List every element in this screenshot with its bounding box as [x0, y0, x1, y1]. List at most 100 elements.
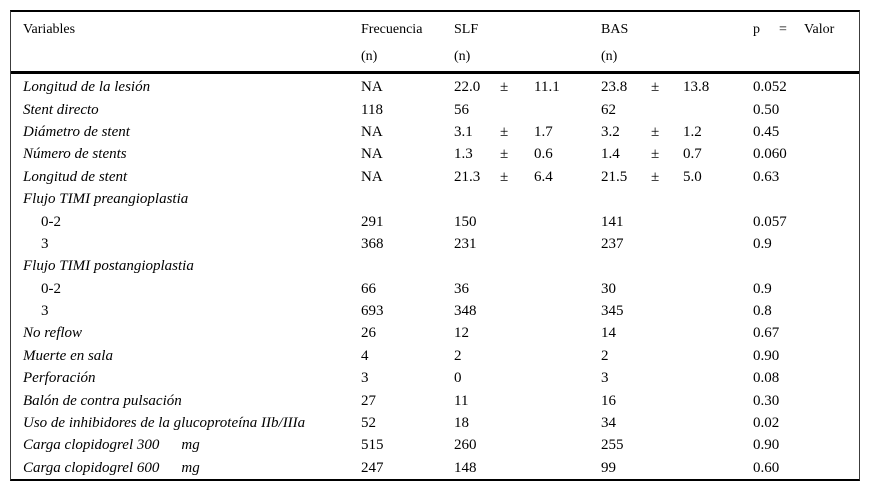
variable-label: Flujo TIMI postangioplastia	[23, 258, 194, 275]
bas-cell: 16	[601, 392, 753, 410]
variable-label: Perforación	[23, 370, 96, 387]
plus-minus-sign: ±	[651, 146, 660, 163]
slf-mean: 11	[454, 392, 469, 409]
slf-sd: 6.4	[534, 168, 553, 185]
variable-label: 3	[41, 235, 49, 252]
bas-mean: 141	[601, 213, 624, 230]
frecuencia-cell: 291	[361, 213, 384, 230]
plus-minus-sign: ±	[500, 123, 509, 140]
header-pvalue-label: p = Valor	[753, 21, 859, 38]
bas-cell: 21.5 ±5.0	[601, 168, 753, 186]
table-row: Flujo TIMI preangioplastia	[23, 188, 859, 210]
slf-cell: 22.0 ±11.1	[454, 78, 601, 96]
slf-sd: 0.6	[534, 146, 553, 163]
slf-mean: 22.0	[454, 79, 481, 96]
slf-cell	[454, 190, 601, 208]
bas-cell: 3.2 ±1.2	[601, 123, 753, 141]
variable-cell: Balón de contra pulsación	[23, 392, 361, 410]
header-equals: =	[779, 22, 787, 37]
header-col-pvalue: p = Valor	[753, 21, 859, 71]
variable-cell: 3	[23, 235, 361, 253]
p-value-cell: 0.60	[753, 459, 780, 476]
header-variables-label: Variables	[23, 22, 76, 37]
bas-cell: 3	[601, 369, 753, 387]
variable-label: Balón de contra pulsación	[23, 392, 182, 409]
variable-label: Stent directo	[23, 101, 99, 118]
variable-cell: Número de stents	[23, 145, 361, 163]
p-value-cell: 0.63	[753, 168, 780, 185]
variable-label: Longitud de la lesión	[23, 79, 151, 96]
plus-minus-sign: ±	[500, 168, 509, 185]
bas-cell: 62	[601, 101, 753, 119]
slf-cell: 2	[454, 347, 601, 365]
header-valor: Valor	[804, 22, 835, 37]
table-body: Longitud de la lesión NA 22.0 ±11.1 23.8 ±…	[11, 74, 859, 479]
p-value-cell: 0.9	[753, 280, 772, 297]
bas-cell	[601, 257, 753, 275]
bas-sd: 0.7	[683, 146, 702, 163]
frecuencia-cell: NA	[361, 79, 383, 96]
bas-mean: 3	[601, 370, 609, 387]
p-value-cell: 0.90	[753, 347, 780, 364]
header-col-slf: SLF (n)	[454, 21, 601, 71]
bas-mean: 237	[601, 235, 624, 252]
variable-label: 3	[41, 303, 49, 320]
slf-cell: 12	[454, 324, 601, 342]
slf-sd: 1.7	[534, 123, 553, 140]
bas-cell: 30	[601, 280, 753, 298]
frecuencia-cell: 4	[361, 347, 369, 364]
slf-cell: 0	[454, 369, 601, 387]
table-row: Muerte en sala 4 2 2 0.90	[23, 345, 859, 367]
table-row: No reflow 26 12 14 0.67	[23, 322, 859, 344]
table-row: 3 368 231 237 0.9	[23, 233, 859, 255]
table-row: 0-2 66 36 30 0.9	[23, 278, 859, 300]
p-value-cell: 0.02	[753, 415, 780, 432]
p-value-cell: 0.50	[753, 101, 780, 118]
slf-mean: 21.3	[454, 168, 481, 185]
frecuencia-cell: NA	[361, 146, 383, 163]
table-header-row: Variables Frecuencia (n) SLF (n) BAS (n)…	[11, 12, 859, 74]
bas-cell: 255	[601, 436, 753, 454]
slf-mean: 18	[454, 415, 469, 432]
slf-cell: 18	[454, 414, 601, 432]
frecuencia-cell: 26	[361, 325, 376, 342]
bas-mean: 255	[601, 437, 624, 454]
variable-cell: Flujo TIMI postangioplastia	[23, 257, 361, 275]
slf-mean: 12	[454, 325, 469, 342]
plus-minus-sign: ±	[500, 146, 509, 163]
slf-mean: 231	[454, 235, 477, 252]
slf-mean: 56	[454, 101, 469, 118]
table-row: Carga clopidogrel 600 mg 247 148 99 0.60	[23, 457, 859, 479]
bas-cell: 1.4 ±0.7	[601, 145, 753, 163]
table-row: Carga clopidogrel 300 mg 515 260 255 0.90	[23, 434, 859, 456]
table-row: Balón de contra pulsación 27 11 16 0.30	[23, 389, 859, 411]
slf-mean: 260	[454, 437, 477, 454]
header-col-frecuencia: Frecuencia (n)	[361, 21, 454, 71]
p-value-cell: 0.9	[753, 235, 772, 252]
table-row: Longitud de stent NA 21.3 ±6.4 21.5 ±5.0 0…	[23, 166, 859, 188]
plus-minus-sign: ±	[651, 168, 660, 185]
bas-mean: 14	[601, 325, 616, 342]
header-slf-n: (n)	[454, 49, 471, 64]
variable-label: Flujo TIMI preangioplastia	[23, 191, 189, 208]
bas-cell: 14	[601, 324, 753, 342]
bas-cell: 237	[601, 235, 753, 253]
variable-cell: 0-2	[23, 280, 361, 298]
slf-cell: 21.3 ±6.4	[454, 168, 601, 186]
variable-label: Diámetro de stent	[23, 123, 130, 140]
table-row: 0-2 291 150 141 0.057	[23, 210, 859, 232]
slf-mean: 3.1	[454, 123, 473, 140]
plus-minus-sign: ±	[500, 79, 509, 96]
variable-cell: Carga clopidogrel 300 mg	[23, 436, 361, 454]
frecuencia-cell: 27	[361, 392, 376, 409]
slf-mean: 36	[454, 280, 469, 297]
header-frecuencia-n: (n)	[361, 49, 378, 64]
variable-cell: Longitud de la lesión	[23, 78, 361, 96]
header-col-variables: Variables	[23, 21, 361, 71]
bas-sd: 13.8	[683, 79, 710, 96]
header-col-bas: BAS (n)	[601, 21, 753, 71]
slf-mean: 148	[454, 459, 477, 476]
bas-sd: 1.2	[683, 123, 702, 140]
plus-minus-sign: ±	[651, 79, 660, 96]
bas-mean: 2	[601, 347, 609, 364]
